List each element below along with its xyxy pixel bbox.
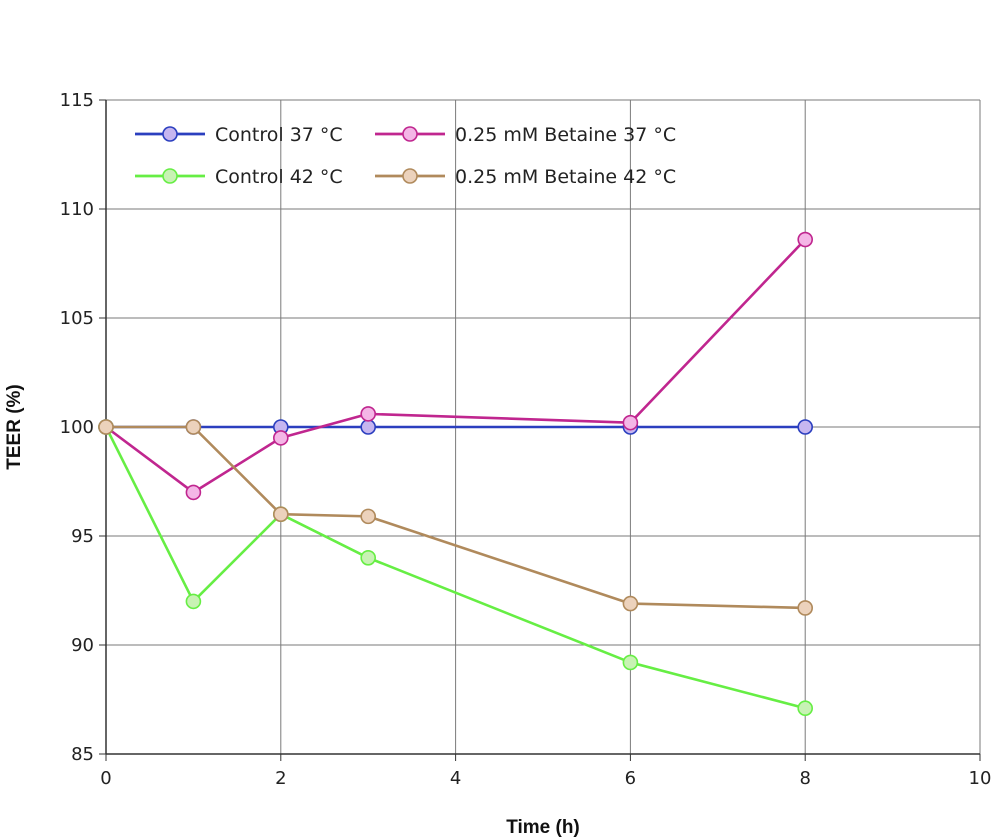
legend-entry: 0.25 mM Betaine 42 °C: [375, 166, 676, 188]
legend-label: 0.25 mM Betaine 42 °C: [455, 166, 676, 188]
y-tick-label: 95: [71, 526, 94, 547]
data-point: [797, 419, 814, 435]
x-tick-label: 4: [450, 768, 461, 789]
data-point: [185, 593, 202, 610]
x-tick-label: 6: [625, 768, 636, 789]
data-point: [622, 654, 639, 671]
data-point: [272, 506, 289, 523]
data-point: [98, 419, 114, 435]
legend-label: Control 42 °C: [215, 166, 343, 188]
x-axis-title: Time (h): [506, 817, 580, 838]
y-tick-label: 105: [60, 308, 94, 329]
x-tick-label: 10: [969, 768, 992, 789]
series-layer: [98, 231, 814, 717]
y-axis-title: TEER (%): [4, 384, 25, 470]
data-point: [360, 419, 377, 435]
x-tick-label: 8: [799, 768, 810, 789]
y-tick-label: 110: [60, 199, 94, 220]
y-tick-label: 90: [71, 635, 94, 656]
data-point: [360, 549, 377, 566]
legend-swatch-marker: [402, 168, 418, 184]
data-point: [272, 430, 289, 446]
data-point: [360, 406, 377, 422]
legend-swatch-marker: [162, 168, 178, 184]
data-point: [360, 508, 377, 525]
series-line: [106, 425, 806, 610]
y-tick-label: 85: [71, 744, 94, 765]
data-point: [797, 700, 814, 717]
series-3: [98, 419, 814, 616]
legend-entry: Control 37 °C: [135, 124, 343, 146]
legend-swatch-marker: [162, 126, 178, 142]
series-1: [98, 231, 814, 501]
legend-label: 0.25 mM Betaine 37 °C: [455, 124, 676, 146]
legend-swatch-marker: [402, 126, 418, 142]
x-tick-label: 0: [100, 768, 111, 789]
legend-entry: Control 42 °C: [135, 166, 343, 188]
legend-entry: 0.25 mM Betaine 37 °C: [375, 124, 676, 146]
axes: 85 90 95 100 105 110 115 0 2 4 6 8 10: [60, 90, 992, 789]
y-tick-label: 115: [60, 90, 94, 111]
series-line: [105, 238, 807, 494]
y-tick-label: 100: [60, 417, 94, 438]
x-tick-label: 2: [275, 768, 286, 789]
data-point: [185, 419, 202, 435]
series-line: [104, 426, 806, 710]
data-point: [797, 600, 814, 616]
data-point: [622, 595, 639, 612]
data-point: [185, 484, 202, 501]
legend-label: Control 37 °C: [215, 124, 343, 146]
data-point: [622, 414, 639, 431]
legend: Control 37 °C 0.25 mM Betaine 37 °C Contro…: [135, 124, 676, 188]
data-point: [797, 231, 814, 248]
